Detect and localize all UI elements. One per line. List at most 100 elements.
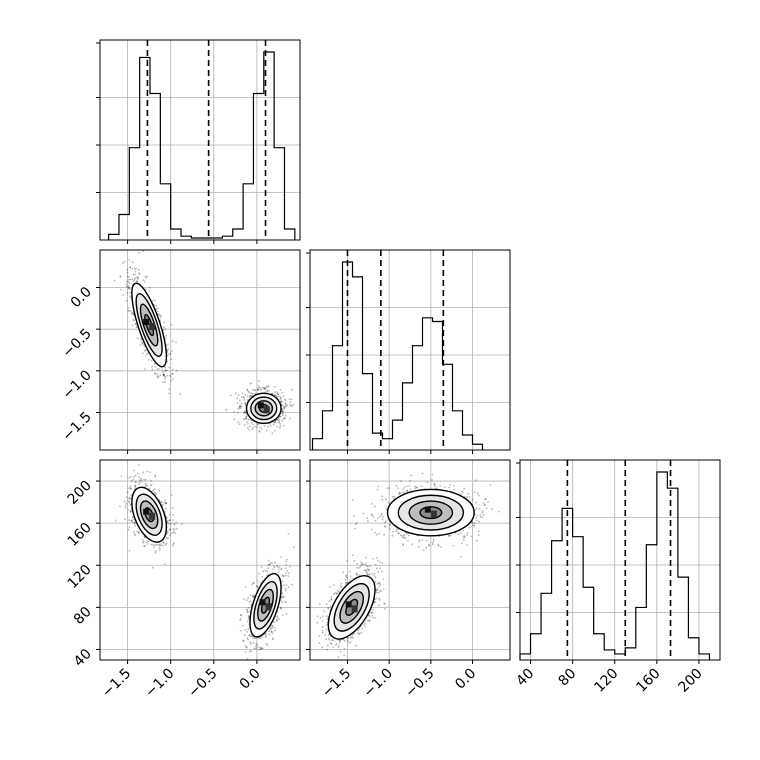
sample-point [113,279,116,282]
sample-point [129,485,132,488]
sample-point [146,484,148,487]
sample-point [156,373,159,375]
sample-point [128,487,131,489]
sample-point [243,598,245,601]
sample-point [169,529,171,531]
sample-point [277,571,280,573]
sample-point [149,471,152,474]
sample-point [278,420,281,423]
sample-point [354,523,357,526]
sample-point [364,625,367,628]
sample-point [362,512,365,515]
sample-point [165,542,168,545]
sample-point [368,573,371,576]
sample-point [154,551,157,554]
sample-point [350,636,353,639]
sample-point [150,484,153,486]
sample-point [138,479,141,482]
sample-point [250,422,253,424]
sample-point [147,358,150,361]
sample-point [376,533,378,536]
sample-point [266,389,269,392]
sample-point [249,650,251,653]
sample-point [175,521,178,524]
sample-point [240,403,243,405]
sample-point [246,620,249,623]
sample-point [384,602,386,605]
sample-point [126,491,129,494]
sample-point [271,627,274,629]
sample-point [135,280,138,283]
sample-point [170,379,173,382]
sample-point [332,646,335,649]
sample-point [281,580,284,583]
sample-point [270,628,272,631]
sample-point [273,629,276,632]
sample-point [279,427,281,429]
sample-point [373,572,376,575]
sample-point [137,472,139,475]
sample-point [379,583,381,586]
sample-point [376,488,379,491]
sample-point [359,566,362,568]
sample-point [249,394,252,397]
sample-point [370,572,373,575]
sample-point [321,629,324,632]
sample-point [236,402,239,404]
sample-point [366,573,369,576]
sample-point [338,590,341,593]
sample-point [267,564,270,566]
sample-point [135,323,137,325]
sample-point [152,544,155,546]
sample-point [284,589,287,592]
sample-point [289,401,292,403]
sample-point [132,319,135,322]
sample-point [367,565,369,568]
sample-point [374,563,377,566]
sample-point [356,574,359,576]
sample-point [146,470,149,473]
sample-point [410,474,413,477]
sample-point [280,567,283,570]
sample-point [372,616,374,619]
sample-point [378,532,380,535]
sample-point [172,528,174,531]
sample-point [127,306,130,309]
sample-point [402,536,404,539]
sample-point [396,487,399,489]
sample-point [269,562,272,564]
sample-point [142,250,145,252]
sample-point [123,260,126,263]
sample-point [264,388,267,390]
sample-point [280,599,282,602]
sample-point [281,420,283,422]
sample-point [338,641,341,644]
sample-point [134,273,137,276]
sample-point [285,601,288,604]
sample-point [347,637,349,639]
sample-point [358,632,361,635]
sample-point [345,582,347,584]
sample-point [128,259,131,261]
sample-point [162,541,165,543]
sample-point [134,322,137,325]
sample-point [279,423,282,425]
sample-point [126,275,129,278]
histogram-step-2 [519,471,711,660]
sample-point [380,590,383,592]
sample-point [338,644,340,647]
sample-point [252,582,255,584]
sample-point [274,561,276,564]
sample-point [326,618,329,621]
sample-point [271,562,273,565]
sample-point [129,291,132,294]
sample-point [472,524,475,527]
sample-point [247,597,250,599]
sample-point [256,423,259,426]
sample-point [172,532,174,534]
sample-point [321,615,324,618]
sample-point [248,391,251,394]
sample-point [168,392,171,395]
sample-point [346,581,349,584]
sample-point [242,396,245,398]
